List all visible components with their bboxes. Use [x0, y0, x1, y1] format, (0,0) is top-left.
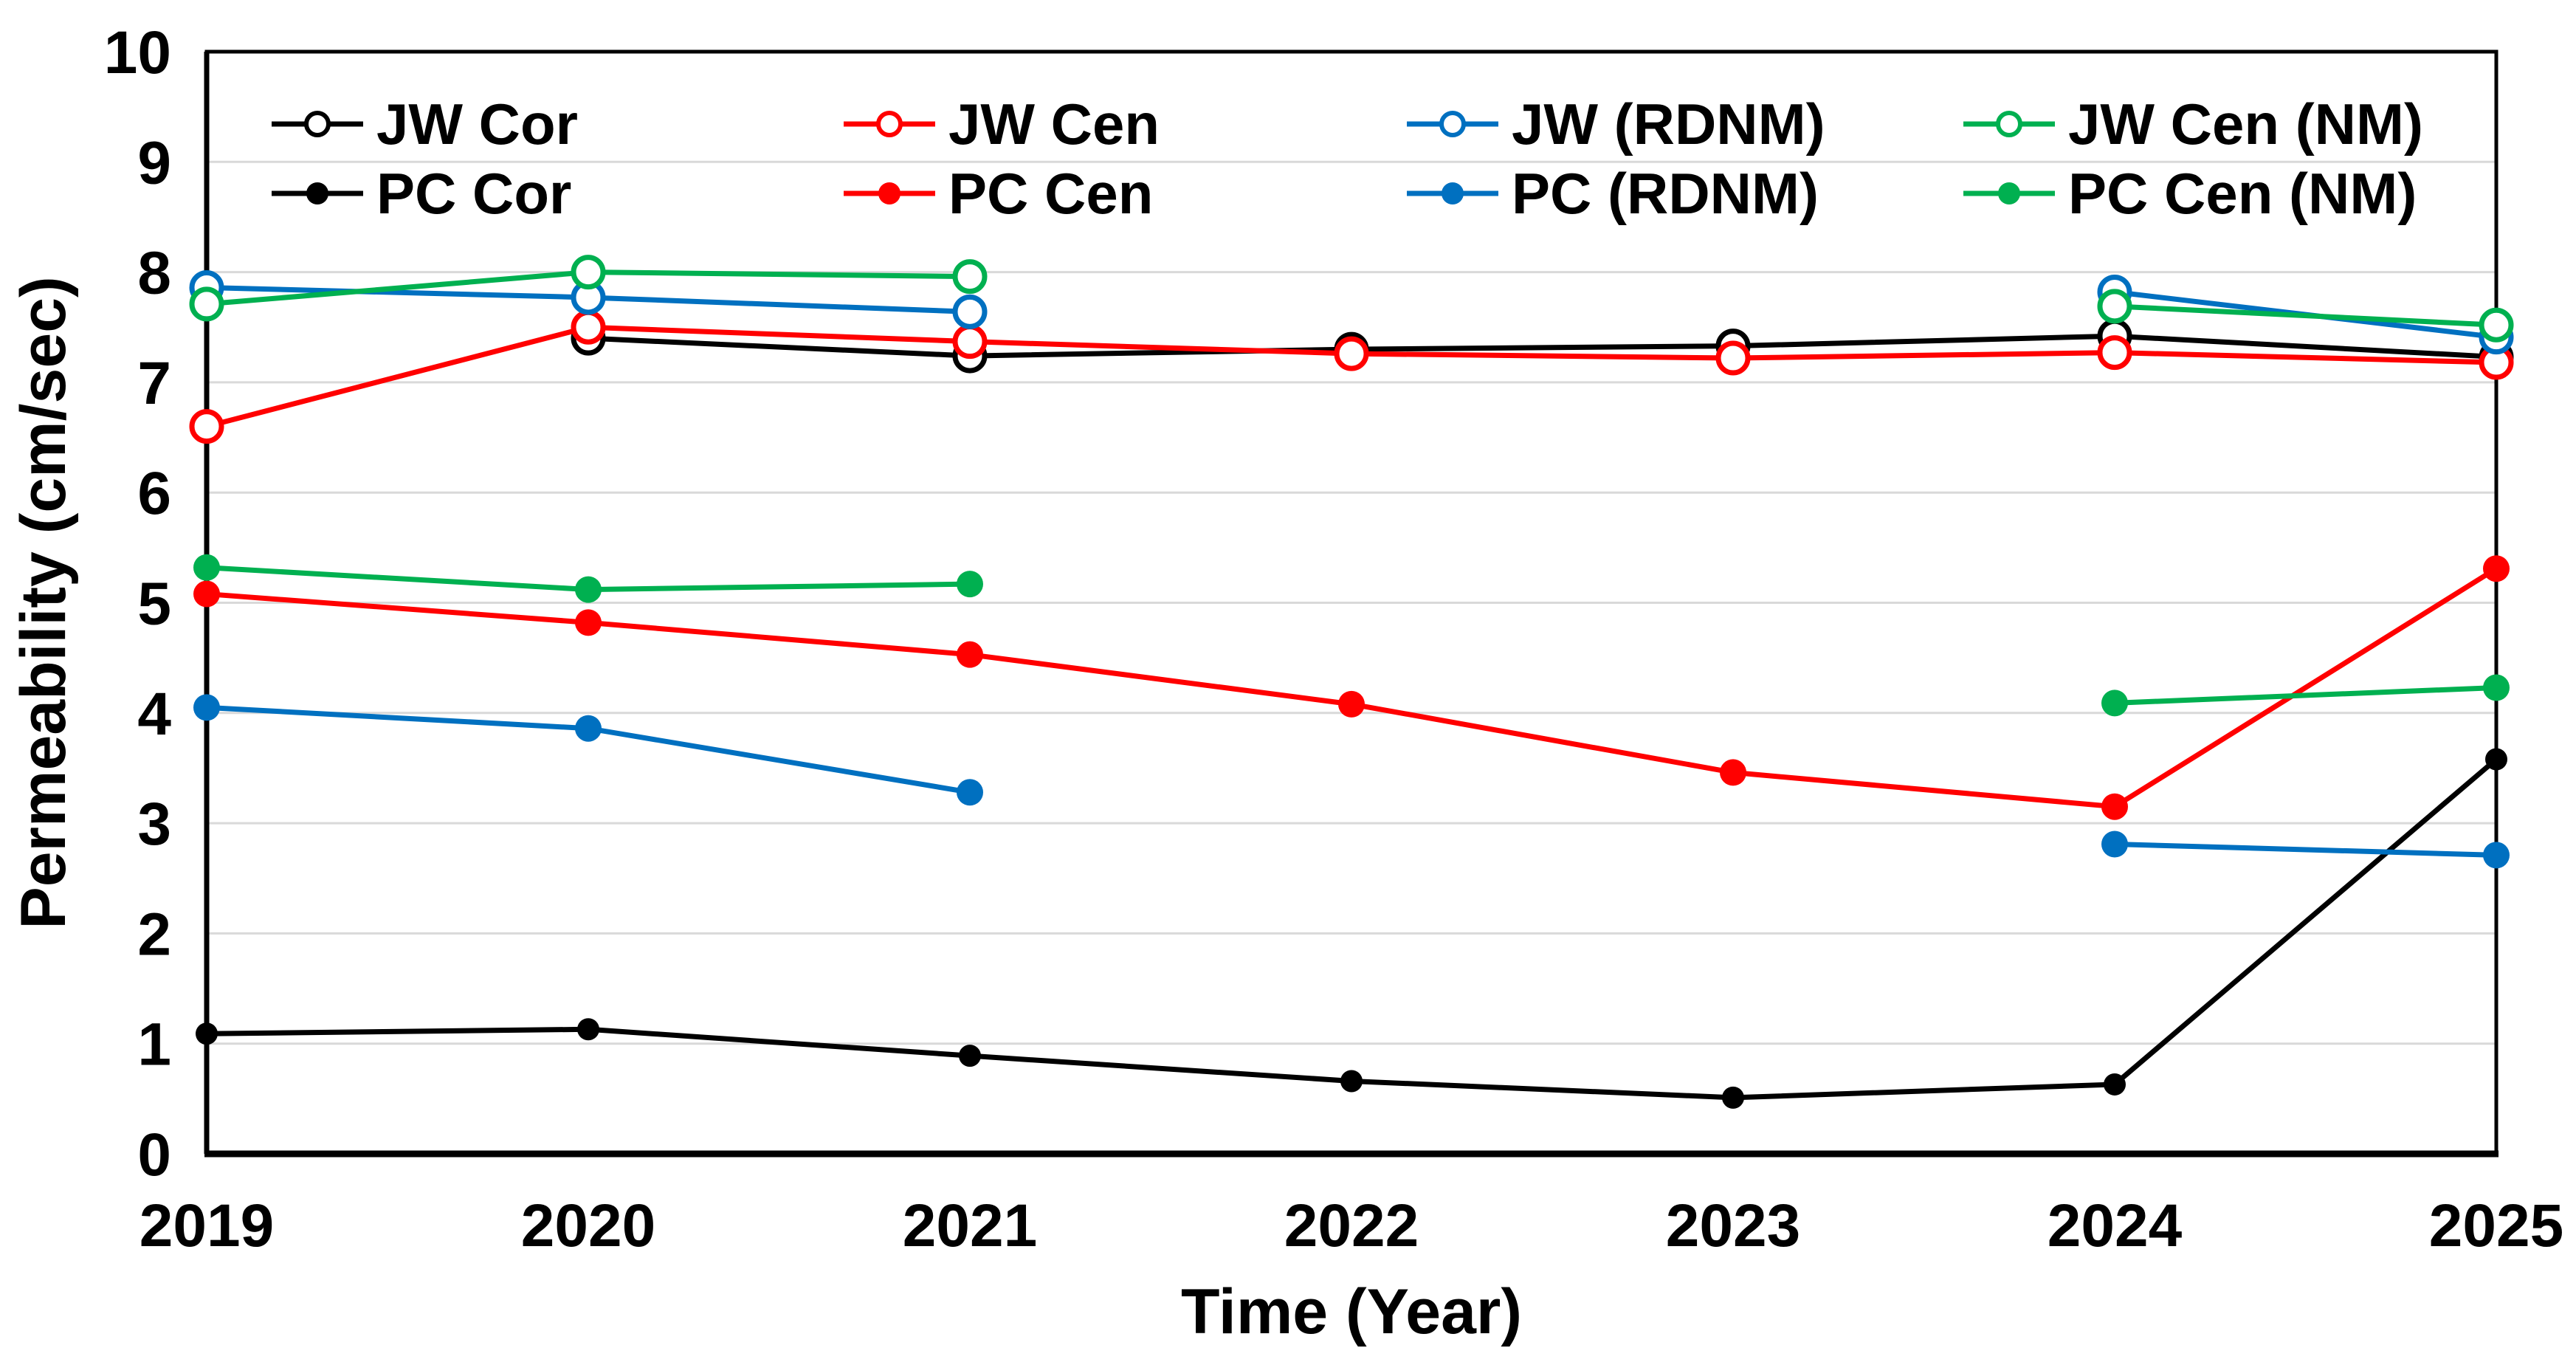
x-tick-label: 2024 — [2048, 1192, 2183, 1259]
y-tick-label: 5 — [137, 571, 171, 638]
data-point-marker — [571, 309, 606, 345]
legend-label: PC Cor — [376, 161, 571, 226]
legend-marker — [1439, 111, 1466, 137]
data-point-marker — [577, 1018, 599, 1041]
legend-item: JW (RDNM) — [1407, 92, 1825, 157]
y-tick-label: 1 — [137, 1011, 171, 1079]
series-line — [2114, 303, 2497, 328]
data-point-marker — [1720, 759, 1746, 786]
data-point-marker — [189, 409, 224, 444]
legend-item: PC Cen — [844, 161, 1153, 226]
legend-marker — [1442, 182, 1464, 204]
legend-item: JW Cen (NM) — [1963, 92, 2423, 157]
series-PC-Cor — [196, 748, 2507, 1109]
y-tick-label: 10 — [104, 19, 171, 86]
y-tick-label: 0 — [137, 1121, 171, 1189]
x-tick-label: 2021 — [903, 1192, 1037, 1259]
data-point-marker — [1340, 1070, 1363, 1093]
data-point-marker — [2483, 674, 2510, 701]
y-tick-label: 2 — [137, 901, 171, 968]
data-point-marker — [2101, 690, 2128, 717]
data-point-marker — [2485, 748, 2507, 771]
data-point-marker — [957, 641, 983, 668]
y-tick-label: 8 — [137, 240, 171, 307]
data-point-marker — [957, 779, 983, 806]
legend-marker — [306, 182, 328, 204]
data-point-marker — [193, 580, 220, 608]
data-point-marker — [2097, 289, 2132, 324]
x-axis-title: Time (Year) — [1181, 1276, 1522, 1347]
data-point-marker — [2101, 793, 2128, 820]
series-PC-RDNM- — [193, 694, 2510, 869]
y-tick-label: 9 — [137, 129, 171, 196]
y-tick-label: 6 — [137, 460, 171, 527]
legend-item: PC Cen (NM) — [1963, 161, 2417, 226]
series-line — [588, 333, 2497, 360]
data-point-marker — [2097, 335, 2132, 371]
data-point-marker — [952, 294, 988, 329]
data-point-marker — [1334, 336, 1369, 371]
data-point-marker — [575, 609, 602, 636]
legend-label: JW Cen (NM) — [2068, 92, 2423, 157]
data-point-marker — [189, 286, 224, 322]
legend-label: PC Cen — [948, 161, 1153, 226]
data-point-marker — [196, 1022, 218, 1045]
y-axis-title: Permeability (cm/sec) — [8, 276, 79, 929]
series-JW-Cen — [189, 309, 2514, 444]
legend-label: PC Cen (NM) — [2068, 161, 2417, 226]
legend-marker — [304, 111, 331, 137]
legend-marker — [1998, 182, 2020, 204]
series-JW-Cen-NM- — [189, 255, 2514, 343]
series-PC-Cen — [193, 555, 2510, 820]
series-PC-Cen-NM- — [193, 554, 2510, 717]
x-tick-label: 2023 — [1666, 1192, 1800, 1259]
legend-marker — [1996, 111, 2022, 137]
data-point-marker — [2483, 555, 2510, 582]
legend-marker — [876, 111, 903, 137]
legend-item: PC Cor — [272, 161, 571, 226]
legend-label: PC (RDNM) — [1512, 161, 1819, 226]
x-tick-label: 2020 — [521, 1192, 655, 1259]
legend-item: JW Cen — [844, 92, 1160, 157]
data-point-marker — [1338, 690, 1365, 718]
data-point-marker — [193, 694, 220, 721]
data-point-marker — [1715, 340, 1751, 376]
y-tick-label: 7 — [137, 350, 171, 417]
data-point-marker — [2101, 831, 2128, 858]
data-point-marker — [2479, 307, 2514, 343]
data-point-marker — [959, 1045, 981, 1067]
x-tick-label: 2022 — [1284, 1192, 1419, 1259]
data-point-marker — [575, 576, 602, 603]
data-point-marker — [952, 259, 988, 295]
series-line — [2114, 684, 2497, 706]
data-point-marker — [952, 324, 988, 360]
data-point-marker — [1722, 1086, 1744, 1109]
y-tick-label: 3 — [137, 791, 171, 858]
data-point-marker — [2104, 1073, 2126, 1096]
x-tick-label: 2019 — [140, 1192, 274, 1259]
legend-item: JW Cor — [272, 92, 578, 157]
x-tick-label: 2025 — [2429, 1192, 2563, 1259]
series-line — [206, 566, 2498, 810]
series-line — [206, 757, 2498, 1101]
data-point-marker — [575, 715, 602, 742]
data-point-marker — [2483, 842, 2510, 869]
legend-label: JW (RDNM) — [1512, 92, 1825, 157]
legend-label: JW Cor — [376, 92, 578, 157]
series-line — [2114, 841, 2497, 858]
series-JW-Cor — [571, 318, 2514, 375]
legend-marker — [878, 182, 900, 204]
y-tick-label: 4 — [137, 681, 171, 748]
data-point-marker — [193, 554, 220, 581]
legend-label: JW Cen — [948, 92, 1160, 157]
data-point-marker — [571, 255, 606, 290]
legend-item: PC (RDNM) — [1407, 161, 1819, 226]
data-point-marker — [957, 571, 983, 598]
